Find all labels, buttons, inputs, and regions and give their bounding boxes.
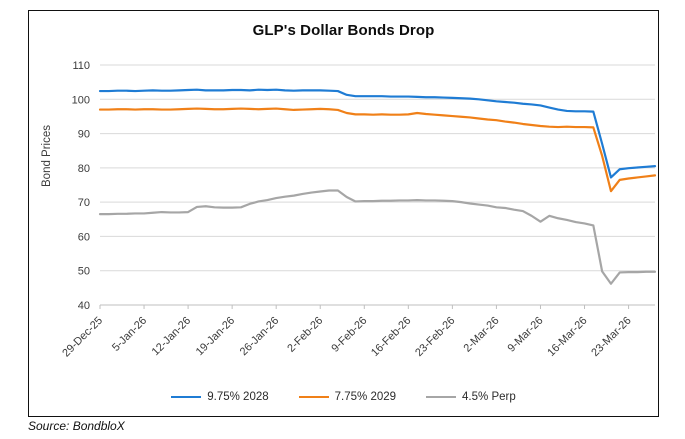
- y-tick-label: 110: [72, 60, 90, 72]
- legend-item-1: 7.75% 2029: [298, 391, 397, 403]
- y-tick-label: 50: [78, 266, 90, 278]
- legend-swatch-1: [298, 395, 329, 399]
- legend-item-0: 9.75% 2028: [171, 391, 269, 403]
- chart-title: GLP's Dollar Bonds Drop: [252, 22, 435, 39]
- x-tick-label: 23-Feb-26: [413, 315, 457, 359]
- y-tick-label: 40: [78, 300, 90, 312]
- y-tick-label: 70: [78, 197, 90, 209]
- series-line-2: [98, 189, 657, 285]
- y-tick-label: 60: [78, 231, 90, 243]
- legend-label-0: 9.75% 2028: [207, 391, 269, 403]
- series-line-1: [98, 107, 657, 193]
- y-tick-label: 100: [72, 94, 90, 106]
- series-line-0: [98, 88, 657, 179]
- chart-frame: GLP's Dollar Bonds Drop Bond Prices 40 50…: [28, 10, 659, 417]
- x-tick-label: 19-Jan-26: [194, 315, 238, 359]
- y-tick-label: 90: [78, 129, 90, 141]
- legend-label-2: 4.5% Perp: [462, 391, 516, 403]
- x-tick-label: 9-Feb-26: [329, 315, 369, 355]
- x-tick-label: 2-Feb-26: [285, 315, 325, 355]
- source-note: Source: BondbloX: [28, 419, 125, 433]
- x-tick-label: 12-Jan-26: [150, 315, 194, 359]
- x-tick-label: 23-Mar-26: [589, 315, 633, 359]
- legend-label-1: 7.75% 2029: [334, 391, 397, 403]
- legend-swatch-2: [426, 395, 457, 399]
- legend-swatch-0: [171, 395, 202, 399]
- x-tick-label: 16-Mar-26: [545, 315, 589, 359]
- legend: 9.75% 2028 7.75% 2029 4.5% Perp: [29, 391, 658, 403]
- chart-svg: 40 50 60 70 80 90 100 110 29-Dec-25 5-Jan-26 12-Ja…: [60, 60, 657, 360]
- x-tick-label: 5-Jan-26: [110, 315, 149, 354]
- x-tick-label: 26-Jan-26: [238, 315, 282, 359]
- x-tick-label: 29-Dec-25: [60, 315, 105, 360]
- x-tick-label: 9-Mar-26: [506, 315, 546, 355]
- y-tick-label: 80: [78, 163, 90, 175]
- x-tick-label: 2-Mar-26: [462, 315, 502, 355]
- legend-item-2: 4.5% Perp: [426, 391, 516, 403]
- x-tick-label: 16-Feb-26: [369, 315, 413, 359]
